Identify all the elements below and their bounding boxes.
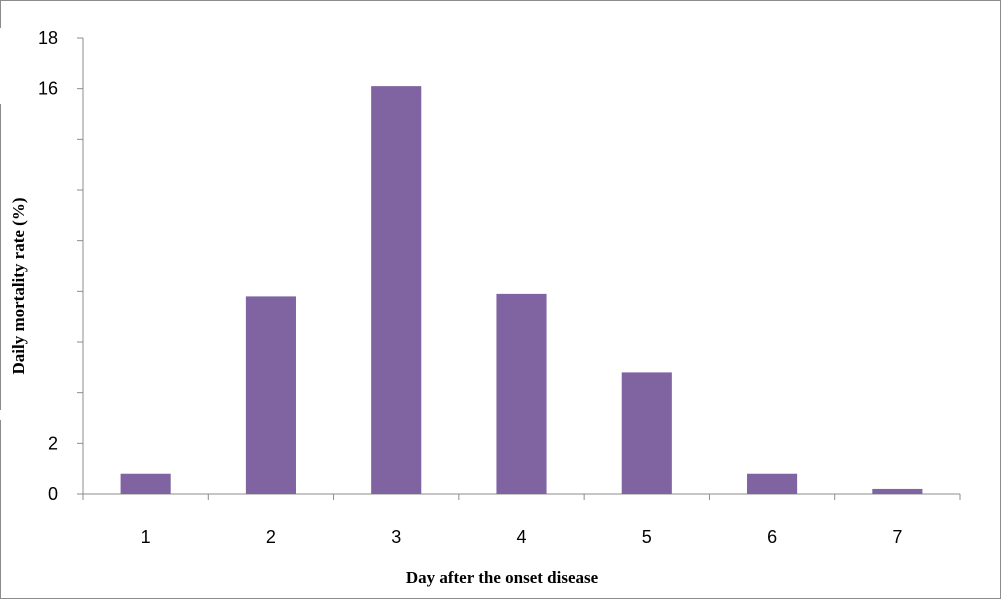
y-tick-label: 0 [48,484,58,504]
bar-day-7 [872,488,923,494]
y-axis [77,37,84,495]
bar-day-1 [120,473,171,494]
bar-day-5 [621,372,672,494]
bar-day-4 [496,293,547,494]
bar-day-6 [747,473,798,494]
x-tick-label: 1 [141,527,151,547]
x-axis [82,493,961,500]
x-tick-label: 2 [266,527,276,547]
y-tick-labels: 0 2 16 18 [38,28,58,504]
x-tick-label: 7 [892,527,902,547]
y-tick-label: 16 [38,79,58,99]
x-tick-label: 6 [767,527,777,547]
bar-day-3 [371,86,422,494]
y-axis-title: Daily mortality rate (%) [9,197,28,374]
frame-gap-bottom [0,410,10,420]
x-tick-labels: 1 2 3 4 5 6 7 [141,527,903,547]
y-tick-label: 2 [48,433,58,453]
frame-gap-top [0,28,10,104]
x-tick-label: 5 [642,527,652,547]
x-tick-label: 3 [391,527,401,547]
x-axis-title: Day after the onset disease [406,568,599,587]
bars [120,86,923,494]
y-tick-label: 18 [38,28,58,48]
bar-day-2 [245,296,296,494]
x-tick-label: 4 [516,527,526,547]
